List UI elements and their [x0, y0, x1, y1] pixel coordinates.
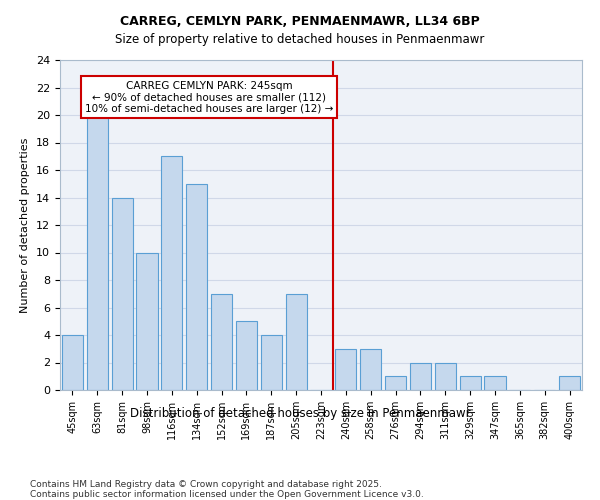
Bar: [261, 335, 282, 390]
Bar: [186, 184, 207, 390]
Bar: [435, 362, 456, 390]
Bar: [136, 252, 158, 390]
Bar: [87, 115, 108, 390]
Bar: [335, 349, 356, 390]
Text: CARREG, CEMLYN PARK, PENMAENMAWR, LL34 6BP: CARREG, CEMLYN PARK, PENMAENMAWR, LL34 6…: [120, 15, 480, 28]
Y-axis label: Number of detached properties: Number of detached properties: [20, 138, 31, 312]
Bar: [385, 376, 406, 390]
Bar: [211, 294, 232, 390]
Bar: [112, 198, 133, 390]
Text: Distribution of detached houses by size in Penmaenmawr: Distribution of detached houses by size …: [130, 408, 470, 420]
Text: CARREG CEMLYN PARK: 245sqm
← 90% of detached houses are smaller (112)
10% of sem: CARREG CEMLYN PARK: 245sqm ← 90% of deta…: [85, 80, 334, 114]
Bar: [236, 322, 257, 390]
Bar: [460, 376, 481, 390]
Text: Contains HM Land Registry data © Crown copyright and database right 2025.
Contai: Contains HM Land Registry data © Crown c…: [30, 480, 424, 500]
Bar: [286, 294, 307, 390]
Text: Size of property relative to detached houses in Penmaenmawr: Size of property relative to detached ho…: [115, 32, 485, 46]
Bar: [161, 156, 182, 390]
Bar: [484, 376, 506, 390]
Bar: [559, 376, 580, 390]
Bar: [62, 335, 83, 390]
Bar: [410, 362, 431, 390]
Bar: [360, 349, 381, 390]
